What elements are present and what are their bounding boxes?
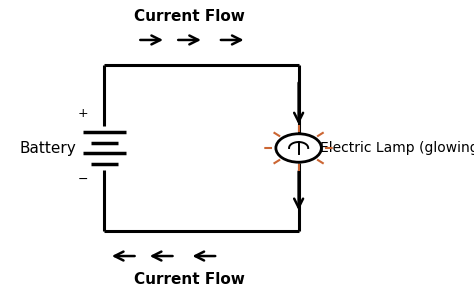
Text: +: + (78, 107, 88, 120)
Text: Current Flow: Current Flow (134, 272, 245, 287)
Text: Electric Lamp (glowing): Electric Lamp (glowing) (320, 141, 474, 155)
Text: −: − (78, 173, 88, 186)
Circle shape (276, 134, 321, 162)
Text: Current Flow: Current Flow (134, 9, 245, 24)
Text: Battery: Battery (19, 141, 76, 155)
